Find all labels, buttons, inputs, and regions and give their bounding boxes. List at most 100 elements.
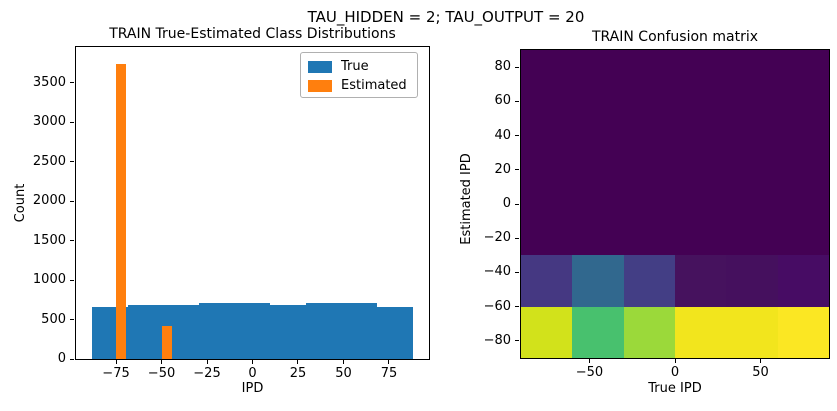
y-tick-label: −20 [483, 230, 511, 246]
heatmap-cell [778, 50, 829, 101]
heatmap-cell [778, 204, 829, 255]
heatmap-cell [521, 50, 572, 101]
heatmap-cell [572, 153, 624, 204]
y-tick-mark [515, 203, 519, 205]
x-tick-label: 0 [670, 365, 680, 380]
heatmap-cell [521, 204, 572, 255]
heatmap-cell [778, 153, 829, 204]
heatmap-cell [726, 153, 778, 204]
heatmap-cell [521, 101, 572, 153]
hist-bar-true [376, 307, 413, 359]
y-tick-mark [70, 161, 74, 163]
y-tick-mark [70, 319, 74, 320]
legend-entry-true: True [308, 57, 409, 76]
figure-suptitle: TAU_HIDDEN = 2; TAU_OUTPUT = 20 [307, 8, 585, 26]
right-xaxis-label: True IPD [648, 381, 702, 396]
y-tick-mark [515, 306, 519, 308]
x-tick-label: 75 [380, 366, 398, 381]
y-tick-label: −40 [483, 264, 511, 280]
y-tick-label: 2500 [32, 153, 66, 169]
y-tick-mark [70, 200, 74, 202]
y-tick-mark [515, 237, 519, 239]
hist-bar-true [270, 305, 306, 359]
y-tick-mark [70, 121, 74, 123]
x-tick-label: −50 [147, 366, 176, 381]
x-tick-mark [388, 360, 390, 364]
left-plot-title: TRAIN True-Estimated Class Distributions [109, 26, 396, 42]
y-tick-mark [515, 340, 519, 342]
y-tick-label: 500 [41, 311, 66, 327]
legend-label-estimated: Estimated [341, 77, 407, 93]
heatmap-cell [521, 153, 572, 204]
heatmap-cell [675, 255, 726, 307]
x-tick-mark [342, 360, 344, 364]
heatmap-cell [778, 255, 829, 307]
y-tick-label: 80 [494, 59, 511, 75]
x-tick-mark [297, 360, 299, 364]
left-xaxis-label: IPD [241, 381, 264, 396]
hist-bar-estimated [161, 325, 172, 359]
legend-entry-estimated: Estimated [308, 76, 409, 95]
heatmap-cell [521, 255, 572, 307]
x-tick-mark [760, 359, 762, 363]
heatmap-cell [675, 101, 726, 153]
confusion-matrix-axes [520, 49, 830, 359]
x-tick-mark [674, 359, 676, 363]
hist-bar-estimated [116, 63, 127, 359]
x-tick-label: 25 [289, 366, 307, 381]
heatmap-cell [726, 255, 778, 307]
heatmap-cell [624, 101, 675, 153]
heatmap-cell [778, 307, 829, 358]
y-tick-label: 1500 [32, 232, 66, 248]
y-tick-mark [70, 82, 74, 84]
hist-bar-true [128, 304, 164, 359]
y-tick-label: 2000 [32, 193, 66, 209]
hist-bar-true [341, 302, 377, 359]
y-tick-mark [515, 100, 519, 102]
y-tick-label: 60 [494, 93, 511, 109]
y-tick-mark [515, 169, 519, 171]
y-tick-mark [515, 271, 519, 273]
y-tick-label: −60 [483, 298, 511, 314]
hist-bar-true [199, 302, 235, 359]
heatmap-cell [726, 307, 778, 358]
x-tick-mark [252, 360, 253, 364]
y-tick-label: 3000 [32, 114, 66, 130]
heatmap-cell [572, 50, 624, 101]
x-tick-mark [161, 360, 163, 364]
right-plot-title: TRAIN Confusion matrix [591, 29, 759, 45]
heatmap-cell [675, 50, 726, 101]
heatmap-cell [675, 153, 726, 204]
heatmap-cell [572, 101, 624, 153]
histogram-axes [75, 46, 430, 360]
legend-label-true: True [341, 58, 369, 74]
x-tick-label: 50 [752, 365, 769, 380]
x-tick-label: −50 [575, 365, 604, 380]
hist-bar-true [234, 303, 271, 359]
y-tick-mark [70, 279, 74, 281]
y-tick-label: 40 [494, 127, 511, 143]
legend-swatch-estimated [308, 79, 332, 92]
heatmap-cell [624, 204, 675, 255]
y-tick-mark [515, 135, 519, 137]
heatmap-cell [726, 50, 778, 101]
heatmap-cell [726, 101, 778, 153]
x-tick-label: 0 [248, 366, 257, 381]
y-tick-label: 20 [494, 161, 511, 177]
heatmap-cell [624, 255, 675, 307]
y-tick-label: 0 [57, 351, 66, 366]
x-tick-mark [115, 360, 117, 364]
heatmap-cell [726, 204, 778, 255]
y-tick-label: 3500 [32, 74, 66, 90]
x-tick-mark [588, 359, 590, 363]
heatmap-cell [624, 307, 675, 358]
x-tick-label: −25 [193, 366, 221, 381]
y-tick-label: 0 [502, 196, 511, 211]
heatmap-cell [675, 204, 726, 255]
y-tick-label: −80 [483, 332, 511, 348]
heatmap-cell [624, 153, 675, 204]
x-tick-mark [206, 360, 208, 364]
y-tick-mark [70, 240, 74, 242]
y-tick-mark [70, 358, 74, 360]
